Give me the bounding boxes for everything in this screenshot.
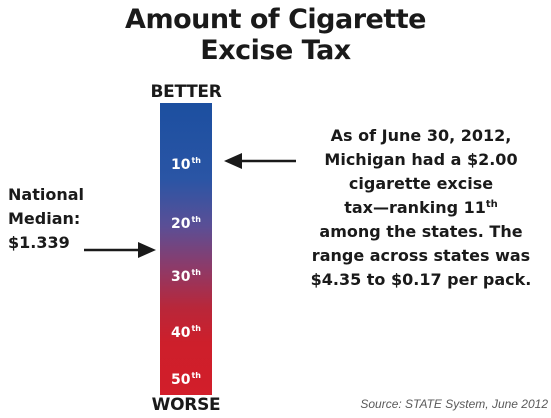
- median-line-1: National: [8, 185, 84, 204]
- michigan-line-1: As of June 30, 2012,: [330, 126, 512, 145]
- title-line-1: Amount of Cigarette: [125, 4, 426, 35]
- source-note: Source: STATE System, June 2012: [360, 397, 548, 411]
- chart-title: Amount of Cigarette Excise Tax: [0, 4, 551, 66]
- michigan-line-3: cigarette excise: [348, 174, 494, 193]
- rank-label-40: 40th: [170, 324, 201, 342]
- michigan-note: As of June 30, 2012, Michigan had a $2.0…: [296, 124, 546, 292]
- michigan-line-4: tax—ranking 11th: [344, 198, 498, 217]
- median-value: $1.339: [8, 233, 70, 252]
- title-line-2: Excise Tax: [200, 35, 351, 66]
- arrow-right-icon: [84, 242, 156, 258]
- national-median-note: National Median: $1.339: [8, 183, 128, 255]
- scale-bottom-label: WORSE: [151, 395, 221, 415]
- rank-label-30: 30th: [170, 268, 201, 286]
- michigan-line-5: among the states. The: [319, 222, 523, 241]
- rank-label-10: 10th: [170, 156, 201, 174]
- michigan-line-6: range across states was: [311, 246, 531, 265]
- michigan-line-7: $4.35 to $0.17 per pack.: [310, 270, 532, 289]
- ranking-scale-bar: 10th 20th 30th 40th 50th: [160, 103, 212, 395]
- scale-top-label: BETTER: [150, 82, 222, 102]
- median-line-2: Median:: [8, 209, 81, 228]
- arrow-left-icon: [224, 153, 296, 169]
- rank-label-50: 50th: [170, 371, 201, 389]
- michigan-line-2: Michigan had a $2.00: [324, 150, 518, 169]
- rank-label-20: 20th: [170, 215, 201, 233]
